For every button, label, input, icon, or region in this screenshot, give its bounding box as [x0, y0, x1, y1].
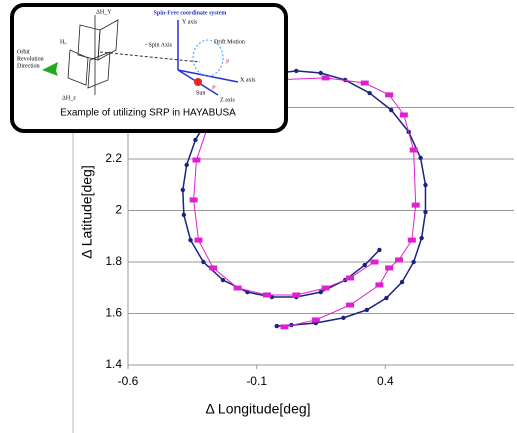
point — [365, 308, 369, 312]
point — [346, 275, 354, 280]
point — [184, 163, 188, 167]
point — [294, 69, 298, 73]
point — [400, 280, 404, 284]
point — [363, 263, 367, 267]
point — [192, 158, 200, 163]
point — [371, 260, 379, 265]
inset-text: - Spin Axis — [145, 42, 173, 48]
point — [418, 156, 422, 160]
point — [384, 296, 388, 300]
point — [319, 290, 323, 294]
point — [341, 316, 345, 320]
point — [280, 324, 288, 329]
x-tick-label: -0.1 — [246, 374, 267, 388]
point — [367, 91, 371, 95]
point — [181, 188, 185, 192]
y-tick-label: 1.6 — [105, 306, 122, 320]
point — [411, 260, 415, 264]
point — [346, 303, 354, 308]
point — [275, 324, 279, 328]
point — [377, 248, 381, 252]
chart: Δ Longitude[deg] Δ Latitude[deg] 1.4 1.6 1… — [0, 0, 517, 433]
point — [322, 286, 330, 291]
point — [322, 75, 330, 80]
y-axis-label: Δ Latitude[deg] — [79, 165, 95, 258]
point — [423, 183, 427, 187]
y-tick-label: 2.2 — [105, 151, 122, 165]
inset: Spin-Free coordinate system Y axis X axi… — [12, 5, 286, 131]
inset-text: P' — [212, 85, 216, 91]
point — [292, 292, 300, 297]
point — [221, 278, 225, 282]
point — [201, 260, 205, 264]
y-tick-label: 1.4 — [105, 357, 122, 371]
inset-text: Revolution — [17, 56, 44, 62]
inset-text: H₀ — [60, 39, 66, 45]
inset-text: X axis — [240, 77, 256, 83]
x-axis-label: Δ Longitude[deg] — [205, 401, 310, 417]
point — [263, 292, 271, 297]
point — [385, 92, 393, 97]
point — [319, 71, 323, 75]
point — [190, 197, 198, 202]
point — [385, 265, 393, 270]
point — [400, 112, 408, 117]
point — [375, 282, 383, 287]
x-tick-label: -0.6 — [118, 374, 139, 388]
point — [419, 236, 423, 240]
inset-text: Y axis — [182, 19, 198, 25]
inset-text: Z axis — [220, 97, 235, 103]
inset-text: Orbit — [17, 49, 30, 55]
point — [209, 265, 217, 270]
point — [423, 210, 427, 214]
point — [389, 108, 393, 112]
point — [188, 238, 192, 242]
inset-text: Drift Motion — [214, 38, 245, 45]
inset-text: Sun — [196, 90, 205, 96]
point — [312, 317, 320, 322]
point — [195, 238, 203, 243]
y-tick-label: 1.8 — [105, 254, 122, 268]
point — [182, 213, 186, 217]
inset-text: Spin-Free coordinate system — [154, 10, 227, 16]
point — [361, 81, 369, 86]
x-tick-label: 0.4 — [377, 374, 394, 388]
point — [408, 238, 416, 243]
inset-text: ΔH_Y — [96, 9, 112, 15]
inset-caption: Example of utilizing SRP in HAYABUSA — [60, 108, 236, 119]
point — [395, 257, 403, 262]
y-tick-label: 2 — [115, 203, 122, 217]
point — [193, 138, 197, 142]
point — [234, 286, 242, 291]
inset-text: ΔH_z — [62, 95, 76, 101]
point — [410, 147, 418, 152]
point — [412, 203, 420, 208]
inset-text: Direction — [17, 63, 40, 69]
sun-icon — [194, 78, 202, 86]
